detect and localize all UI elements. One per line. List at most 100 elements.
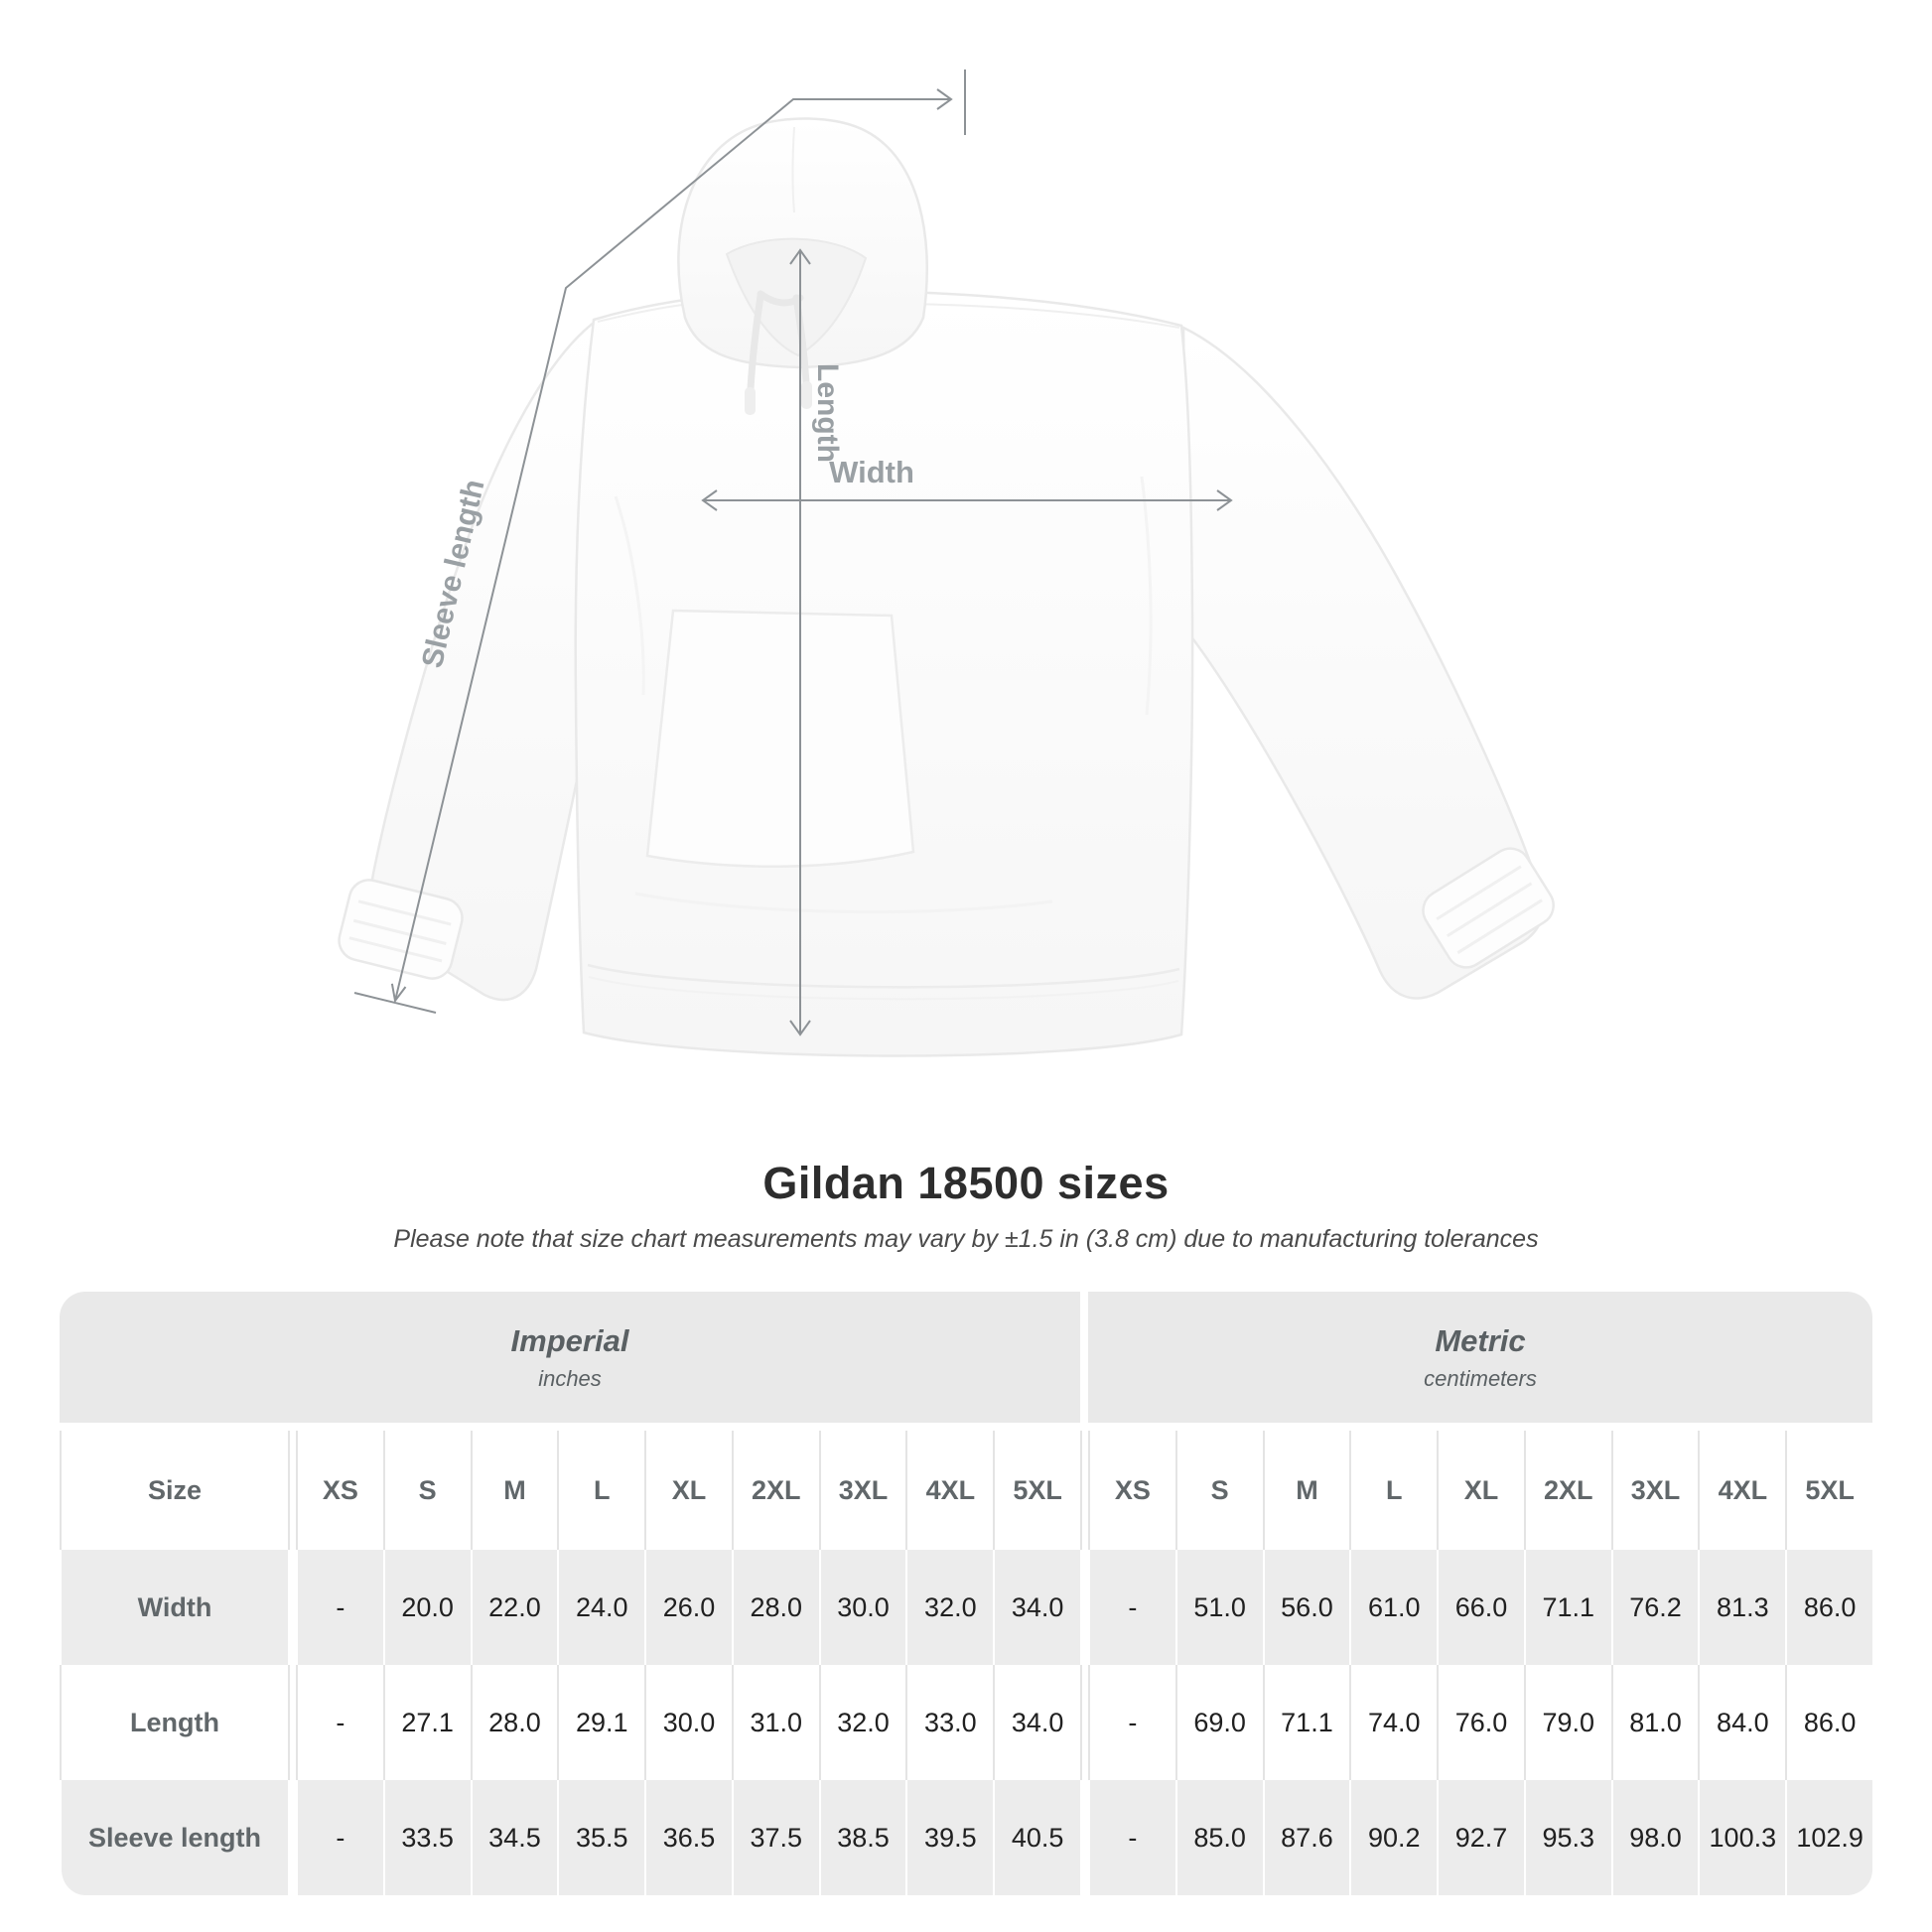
table-cell: 90.2 — [1349, 1780, 1438, 1895]
page-title: Gildan 18500 sizes — [762, 1158, 1170, 1208]
length-label: Length — [811, 363, 844, 463]
hoodie-left-sleeve — [338, 317, 606, 1002]
unit-band: Imperial inches Metric centimeters — [60, 1292, 1872, 1423]
table-cell: 51.0 — [1174, 1550, 1263, 1665]
length-arrow — [789, 248, 811, 1036]
table-cell: 87.6 — [1262, 1780, 1350, 1895]
metric-label: Metric — [1435, 1322, 1526, 1358]
table-cell: - — [296, 1780, 383, 1895]
table-cell: 28.0 — [470, 1665, 558, 1780]
table-cell: 20.0 — [382, 1550, 471, 1665]
table-cell: 39.5 — [905, 1780, 994, 1895]
size-header: XS — [296, 1431, 383, 1550]
table-cell: 86.0 — [1785, 1665, 1872, 1780]
table-cell: 36.5 — [644, 1780, 732, 1895]
table-cell: 102.9 — [1785, 1780, 1872, 1895]
table-cell: 27.1 — [382, 1665, 471, 1780]
table-cell: 32.0 — [818, 1665, 906, 1780]
size-header: 3XL — [818, 1431, 906, 1550]
table-row-length: Length - 27.1 28.0 29.1 30.0 31.0 32.0 3… — [60, 1665, 1872, 1780]
table-cell: 100.3 — [1698, 1780, 1786, 1895]
table-cell: 31.0 — [731, 1665, 819, 1780]
size-header: 5XL — [1785, 1431, 1872, 1550]
metric-group-header: Metric centimeters — [1088, 1292, 1872, 1423]
size-header: L — [1349, 1431, 1438, 1550]
table-cell: - — [296, 1550, 383, 1665]
table-cell: 29.1 — [557, 1665, 645, 1780]
table-cell: - — [1088, 1665, 1175, 1780]
table-cell: 33.5 — [382, 1780, 471, 1895]
width-arrow — [701, 489, 1233, 511]
table-cell: 22.0 — [470, 1550, 558, 1665]
table-cell: 34.0 — [993, 1665, 1080, 1780]
table-cell: 86.0 — [1785, 1550, 1872, 1665]
table-cell: 74.0 — [1349, 1665, 1438, 1780]
size-header-row: Size XS S M L XL 2XL 3XL 4XL 5XL XS S M … — [60, 1431, 1872, 1550]
table-cell: 71.1 — [1523, 1550, 1611, 1665]
table-cell: 24.0 — [557, 1550, 645, 1665]
size-header: S — [382, 1431, 471, 1550]
row-label: Length — [60, 1665, 288, 1780]
table-cell: 66.0 — [1437, 1550, 1524, 1665]
table-cell: - — [1088, 1550, 1175, 1665]
table-cell: 84.0 — [1698, 1665, 1786, 1780]
size-header: XL — [1437, 1431, 1524, 1550]
hoodie-right-sleeve — [1181, 325, 1555, 1000]
page-subtitle: Please note that size chart measurements… — [393, 1225, 1539, 1253]
imperial-unit-label: inches — [538, 1365, 602, 1391]
table-cell: 37.5 — [731, 1780, 819, 1895]
size-header: 5XL — [993, 1431, 1080, 1550]
imperial-label: Imperial — [510, 1322, 629, 1358]
table-cell: 69.0 — [1174, 1665, 1263, 1780]
size-header: M — [470, 1431, 558, 1550]
size-header: 2XL — [731, 1431, 819, 1550]
table-cell: 34.5 — [470, 1780, 558, 1895]
table-cell: - — [296, 1665, 383, 1780]
table-cell: 32.0 — [905, 1550, 994, 1665]
hoodie-image: Length Width Sleeve length — [338, 69, 1555, 1057]
table-cell: 79.0 — [1523, 1665, 1611, 1780]
table-cell: 33.0 — [905, 1665, 994, 1780]
table-cell: 30.0 — [818, 1550, 906, 1665]
table-cell: 76.2 — [1610, 1550, 1699, 1665]
size-header: S — [1174, 1431, 1263, 1550]
table-cell: 71.1 — [1262, 1665, 1350, 1780]
table-cell: 38.5 — [818, 1780, 906, 1895]
size-header: 4XL — [1698, 1431, 1786, 1550]
size-header: M — [1262, 1431, 1350, 1550]
metric-unit-label: centimeters — [1424, 1365, 1537, 1391]
table-row-width: Width - 20.0 22.0 24.0 26.0 28.0 30.0 32… — [60, 1550, 1872, 1665]
hoodie-hood — [677, 117, 929, 415]
table-cell: 35.5 — [557, 1780, 645, 1895]
table-cell: 56.0 — [1262, 1550, 1350, 1665]
row-label: Sleeve length — [60, 1780, 288, 1895]
table-cell: 85.0 — [1174, 1780, 1263, 1895]
size-header: XL — [644, 1431, 732, 1550]
table-cell: 30.0 — [644, 1665, 732, 1780]
table-cell: 28.0 — [731, 1550, 819, 1665]
imperial-group-header: Imperial inches — [60, 1292, 1080, 1423]
table-cell: 61.0 — [1349, 1550, 1438, 1665]
table-cell: 98.0 — [1610, 1780, 1699, 1895]
size-chart-table: Imperial inches Metric centimeters Size … — [60, 1292, 1872, 1895]
size-header: 4XL — [905, 1431, 994, 1550]
table-cell: 34.0 — [993, 1550, 1080, 1665]
table-cell: 92.7 — [1437, 1780, 1524, 1895]
table-cell: 40.5 — [993, 1780, 1080, 1895]
size-column-header: Size — [60, 1431, 288, 1550]
row-label: Width — [60, 1550, 288, 1665]
table-cell: - — [1088, 1780, 1175, 1895]
width-label: Width — [829, 455, 914, 489]
table-cell: 26.0 — [644, 1550, 732, 1665]
hoodie-measurement-figure: Length Width Sleeve length — [338, 69, 1555, 1057]
hoodie-pocket — [645, 609, 915, 869]
size-header: 2XL — [1523, 1431, 1611, 1550]
table-row-sleeve-length: Sleeve length - 33.5 34.5 35.5 36.5 37.5… — [60, 1780, 1872, 1895]
table-cell: 95.3 — [1523, 1780, 1611, 1895]
table-cell: 81.3 — [1698, 1550, 1786, 1665]
sleeve-length-arrow — [353, 69, 966, 1014]
size-header: 3XL — [1610, 1431, 1699, 1550]
size-header: L — [557, 1431, 645, 1550]
table-cell: 81.0 — [1610, 1665, 1699, 1780]
size-header: XS — [1088, 1431, 1175, 1550]
